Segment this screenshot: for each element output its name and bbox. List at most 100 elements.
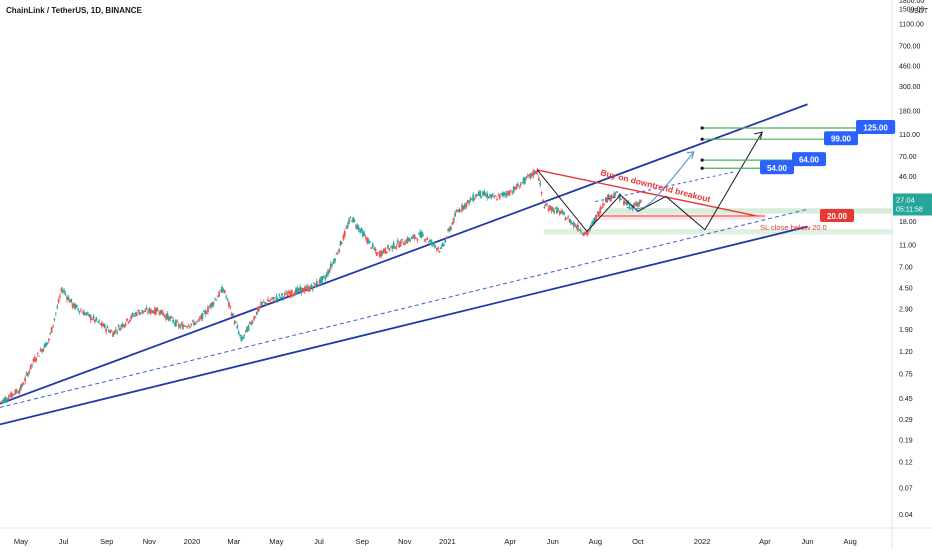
candle-body bbox=[131, 313, 134, 316]
candle-body bbox=[6, 400, 8, 402]
candle-body bbox=[334, 258, 336, 262]
candle-body bbox=[329, 263, 332, 269]
candle-body bbox=[218, 291, 221, 297]
candle-body bbox=[585, 231, 588, 235]
candle-body bbox=[355, 225, 357, 227]
candle-body bbox=[406, 237, 409, 243]
candle-body bbox=[455, 211, 458, 213]
candle-body bbox=[533, 170, 536, 174]
candle-body bbox=[385, 251, 388, 254]
candle-body bbox=[166, 313, 169, 318]
lines-layer bbox=[0, 103, 808, 426]
candle-body bbox=[466, 200, 469, 202]
candle-body bbox=[235, 322, 237, 324]
candle-body bbox=[286, 293, 289, 297]
candle-body bbox=[304, 286, 307, 291]
candle-body bbox=[57, 299, 60, 303]
candle-body bbox=[356, 224, 359, 229]
candle-body bbox=[162, 313, 165, 316]
candle-body bbox=[625, 201, 628, 206]
candle-body bbox=[47, 338, 50, 341]
price-tick-label: 0.29 bbox=[899, 417, 913, 424]
candle-body bbox=[148, 308, 151, 312]
zones-layer bbox=[543, 208, 892, 235]
candle-body bbox=[560, 211, 563, 214]
candle-body bbox=[458, 209, 461, 213]
target-label: 54.00 bbox=[767, 164, 788, 173]
candle-body bbox=[553, 210, 556, 213]
candle-body bbox=[461, 204, 463, 211]
candle-body bbox=[186, 326, 188, 328]
candle-body bbox=[504, 193, 507, 195]
candle-body bbox=[518, 187, 521, 189]
candle-body bbox=[497, 194, 500, 196]
candle-body bbox=[308, 287, 311, 291]
candle-body bbox=[434, 245, 437, 247]
candle-body bbox=[577, 224, 579, 231]
candle-body bbox=[140, 312, 142, 314]
candle-body bbox=[338, 248, 341, 252]
candle-body bbox=[50, 327, 53, 333]
candle-body bbox=[105, 328, 107, 332]
candle-body bbox=[24, 377, 27, 382]
candle-body bbox=[209, 303, 212, 308]
candle-body bbox=[416, 239, 419, 241]
target-label: 64.00 bbox=[799, 156, 820, 165]
candle-body bbox=[473, 198, 476, 200]
candle-body bbox=[484, 195, 487, 196]
candle-body bbox=[496, 199, 498, 200]
candle-body bbox=[176, 321, 179, 323]
candle-body bbox=[8, 395, 11, 397]
candle-body bbox=[602, 203, 604, 207]
candle-body bbox=[392, 242, 395, 249]
candle-body bbox=[456, 210, 459, 212]
candle-body bbox=[491, 194, 494, 196]
price-tick-label: 70.00 bbox=[899, 154, 917, 161]
candle-body bbox=[610, 194, 613, 199]
price-axis-unit: USDT bbox=[909, 8, 929, 15]
candle-body bbox=[53, 318, 56, 320]
time-tick-label: 2021 bbox=[439, 537, 456, 546]
candle-body bbox=[75, 304, 78, 308]
candle-body bbox=[60, 288, 63, 291]
candle-body bbox=[113, 330, 116, 335]
candle-body bbox=[556, 207, 558, 214]
candle-body bbox=[18, 389, 21, 393]
candle-body bbox=[297, 288, 300, 291]
candle-body bbox=[493, 196, 496, 198]
candle-body bbox=[639, 199, 642, 203]
candle-body bbox=[593, 218, 596, 223]
candles-layer bbox=[0, 168, 642, 405]
candle-body bbox=[483, 191, 486, 196]
candle-body bbox=[54, 312, 57, 314]
time-tick-label: May bbox=[14, 537, 28, 546]
candle-body bbox=[202, 310, 205, 312]
candle-body bbox=[216, 296, 219, 298]
candle-body bbox=[614, 194, 617, 196]
candle-body bbox=[268, 300, 271, 302]
candle-body bbox=[599, 207, 602, 214]
candle-body bbox=[366, 237, 369, 243]
candle-body bbox=[52, 325, 54, 327]
candle-body bbox=[156, 309, 159, 312]
time-tick-label: Nov bbox=[143, 537, 157, 546]
candle-body bbox=[572, 222, 575, 227]
candle-body bbox=[367, 239, 370, 244]
candle-body bbox=[508, 191, 511, 196]
candle-body bbox=[523, 177, 526, 184]
candle-body bbox=[582, 233, 585, 236]
candle-body bbox=[184, 326, 187, 327]
candle-body bbox=[399, 241, 402, 247]
candle-body bbox=[597, 211, 600, 216]
candle-body bbox=[430, 240, 433, 245]
candle-body bbox=[134, 312, 137, 315]
candle-body bbox=[232, 313, 235, 317]
candle-body bbox=[363, 233, 366, 236]
candle-body bbox=[437, 247, 440, 250]
candle-body bbox=[371, 243, 374, 247]
candle-body bbox=[348, 219, 350, 224]
candle-body bbox=[570, 220, 572, 224]
candle-body bbox=[364, 236, 367, 239]
